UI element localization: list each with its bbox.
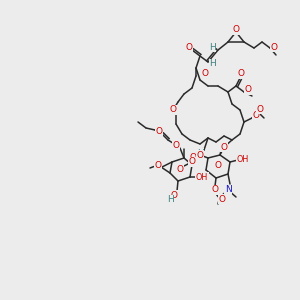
Text: O: O	[176, 166, 184, 175]
Text: OH: OH	[196, 172, 208, 182]
Text: O: O	[188, 158, 196, 166]
Text: O: O	[185, 43, 193, 52]
Text: H: H	[196, 148, 203, 158]
Text: O: O	[154, 160, 161, 169]
Text: O: O	[196, 151, 203, 160]
Text: OH: OH	[237, 154, 249, 164]
Text: O: O	[244, 85, 251, 94]
Text: O: O	[232, 26, 239, 34]
Text: O: O	[214, 161, 221, 170]
Text: O: O	[190, 154, 196, 163]
Text: O: O	[271, 43, 278, 52]
Text: O: O	[212, 185, 218, 194]
Text: H: H	[167, 196, 173, 205]
Text: H: H	[210, 59, 216, 68]
Text: O: O	[202, 70, 208, 79]
Text: O: O	[220, 142, 227, 152]
Text: O: O	[169, 106, 176, 115]
Text: O: O	[170, 190, 178, 200]
Text: H: H	[208, 43, 215, 52]
Text: O: O	[253, 112, 260, 121]
Text: O: O	[238, 70, 244, 79]
Text: N: N	[225, 185, 231, 194]
Text: O: O	[256, 104, 263, 113]
Text: O: O	[155, 127, 163, 136]
Text: O: O	[172, 140, 179, 149]
Text: O: O	[218, 194, 226, 203]
